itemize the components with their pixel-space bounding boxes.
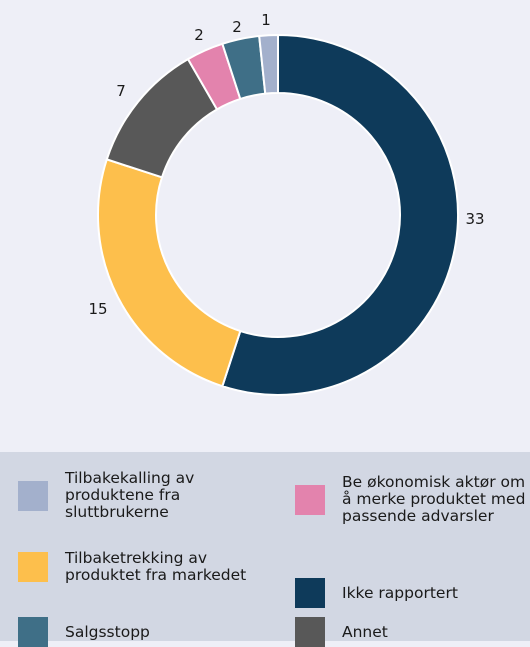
data-label-tilbakekalling: 1	[261, 11, 271, 29]
legend-swatch	[18, 552, 48, 582]
data-label-merke-advarsler: 2	[194, 26, 204, 44]
legend-swatch	[295, 578, 325, 608]
legend-swatch	[295, 617, 325, 647]
legend-item-annet: Annet	[295, 617, 388, 647]
data-label-salgsstopp: 2	[232, 18, 242, 36]
legend-label: Tilbakekalling av produktene fra sluttbr…	[65, 469, 195, 521]
legend-item-tilbakekalling: Tilbakekalling av produktene fra sluttbr…	[18, 470, 194, 521]
legend-label: Tilbaketrekking av produktet fra markede…	[65, 549, 247, 584]
slice-tilbaketrekking	[97, 158, 242, 388]
legend-swatch	[18, 480, 48, 511]
legend-item-ikke-rapportert: Ikke rapportert	[295, 578, 458, 608]
donut-chart: 33 15 7 2 2 1	[88, 11, 485, 396]
slice-tilbakekalling	[258, 33, 279, 95]
chart-area: 33 15 7 2 2 1	[88, 11, 485, 396]
legend-swatch	[295, 484, 325, 515]
data-label-annet: 7	[116, 82, 126, 100]
legend-label: Be økonomisk aktør om å merke produktet …	[342, 473, 526, 525]
legend-item-salgsstopp: Salgsstopp	[18, 617, 150, 647]
data-label-ikke-rapportert: 33	[465, 210, 484, 228]
legend-item-merke-advarsler: Be økonomisk aktør om å merke produktet …	[295, 474, 525, 525]
legend-item-tilbaketrekking: Tilbaketrekking av produktet fra markede…	[18, 550, 246, 584]
slice-ikke-rapportert	[221, 33, 459, 396]
legend-label: Annet	[342, 622, 388, 641]
data-label-tilbaketrekking: 15	[88, 300, 107, 318]
legend-label: Salgsstopp	[65, 622, 150, 641]
legend: Tilbakekalling av produktene fra sluttbr…	[0, 452, 530, 647]
legend-label: Ikke rapportert	[342, 583, 458, 602]
legend-swatch	[18, 617, 48, 647]
